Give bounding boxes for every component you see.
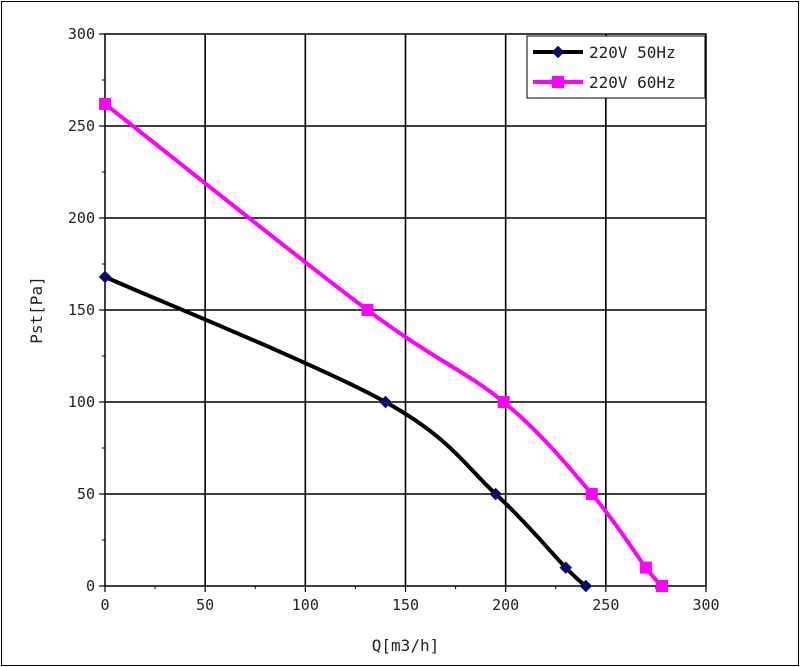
- series-line: [103, 274, 588, 588]
- series-2: [99, 97, 668, 592]
- data-point: [98, 270, 112, 284]
- data-point: [655, 580, 668, 592]
- y-tick-label: 100: [68, 393, 95, 411]
- legend-label: 220V 60Hz: [589, 73, 676, 92]
- y-tick-label: 200: [68, 209, 95, 227]
- y-tick-label: 250: [68, 117, 95, 135]
- x-tick-label: 100: [292, 596, 319, 614]
- x-tick-label: 200: [492, 596, 519, 614]
- x-tick-label: 150: [392, 596, 419, 614]
- data-point: [379, 395, 392, 409]
- y-tick-label: 150: [68, 301, 95, 319]
- series-1: [98, 270, 593, 593]
- y-axis-title: Pst[Pa]: [27, 276, 46, 343]
- data-point: [99, 97, 111, 110]
- x-tick-label: 50: [196, 596, 214, 614]
- data-point: [585, 488, 598, 500]
- x-tick-label: 250: [592, 596, 619, 614]
- axis-ticks: 0 50 100 150 200 250 300 0 50 100 150 200 250 300: [68, 25, 720, 614]
- series-group: [98, 97, 668, 593]
- data-point: [497, 396, 510, 408]
- legend: 220V 50Hz 220V 60Hz: [526, 35, 706, 99]
- grid: [105, 34, 706, 586]
- data-point: [639, 561, 652, 574]
- data-point: [361, 304, 374, 316]
- x-tick-label: 300: [692, 596, 719, 614]
- legend-label: 220V 50Hz: [589, 43, 676, 62]
- x-axis-title: Q[m3/h]: [372, 636, 439, 655]
- x-tick-label: 0: [100, 596, 109, 614]
- legend-marker: [551, 45, 565, 59]
- series-line: [103, 101, 664, 588]
- data-point: [489, 487, 503, 501]
- data-point: [559, 561, 573, 574]
- y-tick-label: 0: [86, 577, 95, 595]
- data-point: [579, 579, 593, 593]
- y-tick-label: 50: [77, 485, 95, 503]
- legend-marker: [552, 76, 564, 88]
- y-tick-label: 300: [68, 25, 95, 43]
